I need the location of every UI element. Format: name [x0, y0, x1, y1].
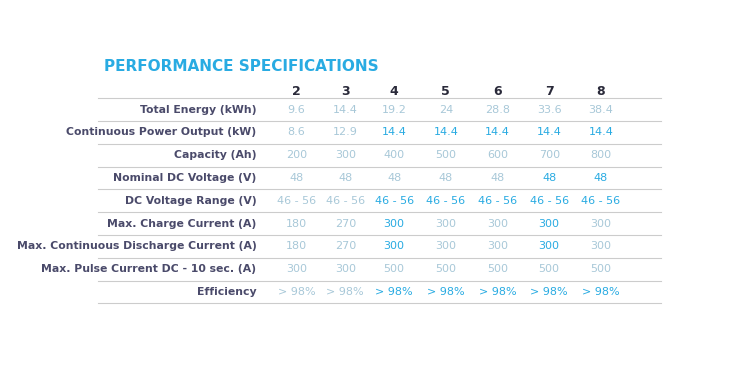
Text: 5: 5 — [442, 85, 451, 98]
Text: 9.6: 9.6 — [288, 105, 305, 114]
Text: 400: 400 — [384, 150, 405, 160]
Text: 300: 300 — [435, 242, 456, 251]
Text: 200: 200 — [286, 150, 307, 160]
Text: 46 - 56: 46 - 56 — [374, 196, 413, 206]
Text: Efficiency: Efficiency — [196, 287, 256, 297]
Text: 800: 800 — [591, 150, 611, 160]
Text: PERFORMANCE SPECIFICATIONS: PERFORMANCE SPECIFICATIONS — [104, 59, 379, 74]
Text: 300: 300 — [384, 219, 405, 229]
Text: 48: 48 — [594, 173, 608, 183]
Text: 6: 6 — [494, 85, 502, 98]
Text: 19.2: 19.2 — [382, 105, 407, 114]
Text: 300: 300 — [591, 242, 611, 251]
Text: 14.4: 14.4 — [382, 128, 407, 137]
Text: > 98%: > 98% — [427, 287, 465, 297]
Text: 14.4: 14.4 — [588, 128, 614, 137]
Text: 180: 180 — [286, 242, 307, 251]
Text: 500: 500 — [384, 264, 405, 274]
Text: 500: 500 — [435, 150, 456, 160]
Text: 600: 600 — [487, 150, 508, 160]
Text: 300: 300 — [487, 219, 508, 229]
Text: Continuous Power Output (kW): Continuous Power Output (kW) — [66, 128, 256, 137]
Text: Max. Charge Current (A): Max. Charge Current (A) — [107, 219, 256, 229]
Text: 46 - 56: 46 - 56 — [478, 196, 517, 206]
Text: 4: 4 — [390, 85, 399, 98]
Text: 12.9: 12.9 — [333, 128, 358, 137]
Text: 8.6: 8.6 — [288, 128, 305, 137]
Text: 300: 300 — [435, 219, 456, 229]
Text: Max. Pulse Current DC - 10 sec. (A): Max. Pulse Current DC - 10 sec. (A) — [41, 264, 256, 274]
Text: 300: 300 — [384, 242, 405, 251]
Text: 46 - 56: 46 - 56 — [581, 196, 620, 206]
Text: > 98%: > 98% — [582, 287, 619, 297]
Text: 500: 500 — [487, 264, 508, 274]
Text: 300: 300 — [487, 242, 508, 251]
Text: 24: 24 — [439, 105, 453, 114]
Text: 48: 48 — [491, 173, 505, 183]
Text: 180: 180 — [286, 219, 307, 229]
Text: 7: 7 — [545, 85, 554, 98]
Text: 46 - 56: 46 - 56 — [326, 196, 365, 206]
Text: 14.4: 14.4 — [333, 105, 358, 114]
Text: 28.8: 28.8 — [485, 105, 510, 114]
Text: > 98%: > 98% — [327, 287, 364, 297]
Text: 48: 48 — [290, 173, 304, 183]
Text: > 98%: > 98% — [531, 287, 568, 297]
Text: Nominal DC Voltage (V): Nominal DC Voltage (V) — [113, 173, 256, 183]
Text: > 98%: > 98% — [479, 287, 516, 297]
Text: Total Energy (kWh): Total Energy (kWh) — [140, 105, 256, 114]
Text: 300: 300 — [591, 219, 611, 229]
Text: 300: 300 — [286, 264, 307, 274]
Text: 48: 48 — [439, 173, 453, 183]
Text: 3: 3 — [341, 85, 350, 98]
Text: 270: 270 — [335, 219, 356, 229]
Text: 300: 300 — [335, 150, 356, 160]
Text: 38.4: 38.4 — [588, 105, 614, 114]
Text: > 98%: > 98% — [375, 287, 413, 297]
Text: Max. Continuous Discharge Current (A): Max. Continuous Discharge Current (A) — [16, 242, 256, 251]
Text: 2: 2 — [292, 85, 301, 98]
Text: 300: 300 — [539, 219, 559, 229]
Text: 300: 300 — [539, 242, 559, 251]
Text: Capacity (Ah): Capacity (Ah) — [174, 150, 256, 160]
Text: 48: 48 — [387, 173, 401, 183]
Text: 270: 270 — [335, 242, 356, 251]
Text: 46 - 56: 46 - 56 — [426, 196, 465, 206]
Text: 300: 300 — [335, 264, 356, 274]
Text: 8: 8 — [597, 85, 605, 98]
Text: 46 - 56: 46 - 56 — [277, 196, 316, 206]
Text: 14.4: 14.4 — [433, 128, 458, 137]
Text: 14.4: 14.4 — [536, 128, 562, 137]
Text: 14.4: 14.4 — [485, 128, 510, 137]
Text: 33.6: 33.6 — [537, 105, 562, 114]
Text: 48: 48 — [542, 173, 556, 183]
Text: 500: 500 — [591, 264, 611, 274]
Text: 48: 48 — [338, 173, 353, 183]
Text: 46 - 56: 46 - 56 — [530, 196, 569, 206]
Text: 500: 500 — [435, 264, 456, 274]
Text: DC Voltage Range (V): DC Voltage Range (V) — [124, 196, 256, 206]
Text: > 98%: > 98% — [278, 287, 316, 297]
Text: 500: 500 — [539, 264, 559, 274]
Text: 700: 700 — [539, 150, 559, 160]
